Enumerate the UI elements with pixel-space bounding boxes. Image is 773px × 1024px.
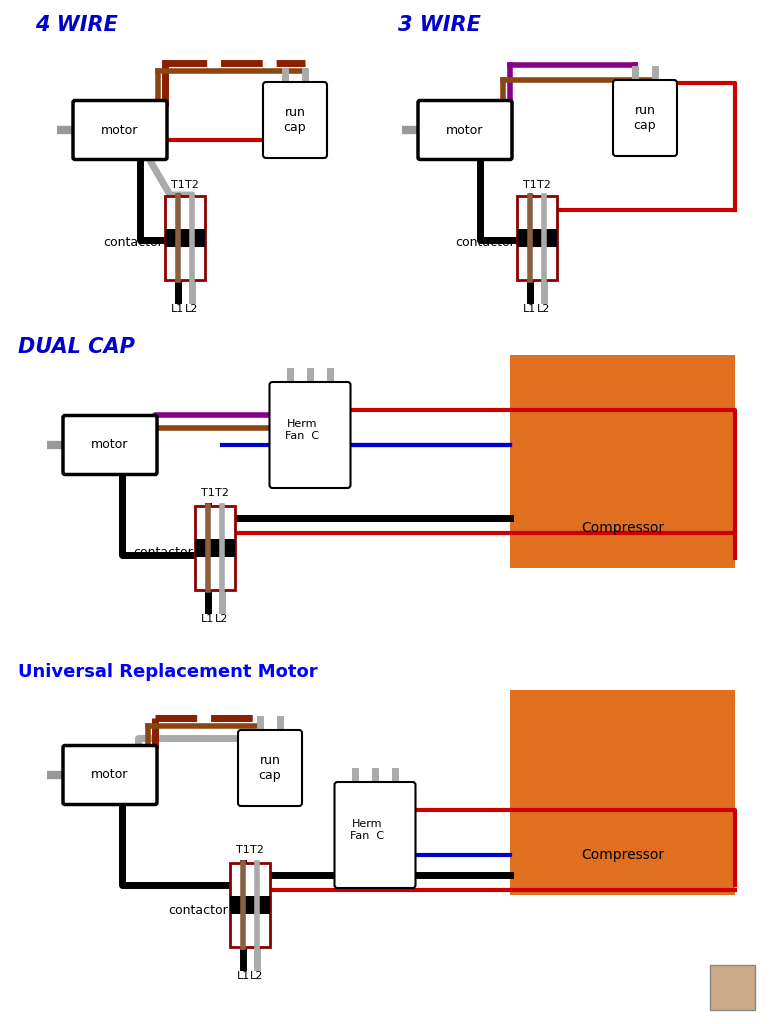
FancyBboxPatch shape — [418, 100, 512, 160]
Bar — [195, 539, 235, 557]
Text: Compressor: Compressor — [581, 521, 664, 535]
FancyBboxPatch shape — [238, 730, 302, 806]
Text: contactor: contactor — [133, 547, 193, 559]
Text: 3 WIRE: 3 WIRE — [398, 15, 481, 35]
Text: motor: motor — [101, 124, 138, 136]
Bar — [517, 196, 557, 280]
Bar — [710, 965, 755, 1010]
Text: T2: T2 — [537, 180, 551, 190]
FancyBboxPatch shape — [270, 382, 350, 488]
FancyBboxPatch shape — [73, 100, 167, 160]
Text: L1: L1 — [523, 304, 536, 314]
FancyBboxPatch shape — [335, 782, 416, 888]
Bar — [517, 229, 557, 247]
Text: Universal Replacement Motor: Universal Replacement Motor — [18, 663, 318, 681]
Text: Compressor: Compressor — [581, 848, 664, 862]
FancyBboxPatch shape — [63, 745, 157, 805]
Text: DUAL CAP: DUAL CAP — [18, 337, 135, 357]
Text: L1: L1 — [202, 614, 215, 624]
Text: 4 WIRE: 4 WIRE — [35, 15, 117, 35]
FancyBboxPatch shape — [263, 82, 327, 158]
Text: L2: L2 — [186, 304, 199, 314]
Text: T2: T2 — [215, 488, 229, 498]
Text: motor: motor — [446, 124, 484, 136]
Text: L2: L2 — [216, 614, 229, 624]
Text: motor: motor — [91, 438, 128, 452]
Text: L1: L1 — [172, 304, 185, 314]
Bar — [195, 506, 235, 590]
Text: T1: T1 — [523, 180, 537, 190]
Text: T1: T1 — [201, 488, 215, 498]
Text: run
cap: run cap — [634, 104, 656, 132]
Text: T2: T2 — [250, 845, 264, 855]
Bar — [510, 690, 735, 895]
Bar — [165, 196, 205, 280]
Text: run
cap: run cap — [259, 754, 281, 782]
Text: contactor: contactor — [169, 903, 228, 916]
Bar — [165, 229, 205, 247]
Text: T2: T2 — [185, 180, 199, 190]
Text: contactor: contactor — [455, 237, 515, 250]
Text: run
cap: run cap — [284, 106, 306, 134]
Text: T1: T1 — [236, 845, 250, 855]
Text: L2: L2 — [250, 971, 264, 981]
Bar — [230, 863, 270, 947]
Bar — [510, 355, 735, 568]
Bar — [230, 896, 270, 914]
Text: T1: T1 — [171, 180, 185, 190]
FancyBboxPatch shape — [63, 416, 157, 474]
Text: Herm
Fan  C: Herm Fan C — [285, 419, 319, 440]
Text: motor: motor — [91, 768, 128, 781]
FancyBboxPatch shape — [613, 80, 677, 156]
Text: Herm
Fan  C: Herm Fan C — [350, 819, 384, 841]
Text: L1: L1 — [237, 971, 250, 981]
Text: L2: L2 — [537, 304, 550, 314]
Text: contactor: contactor — [104, 237, 163, 250]
